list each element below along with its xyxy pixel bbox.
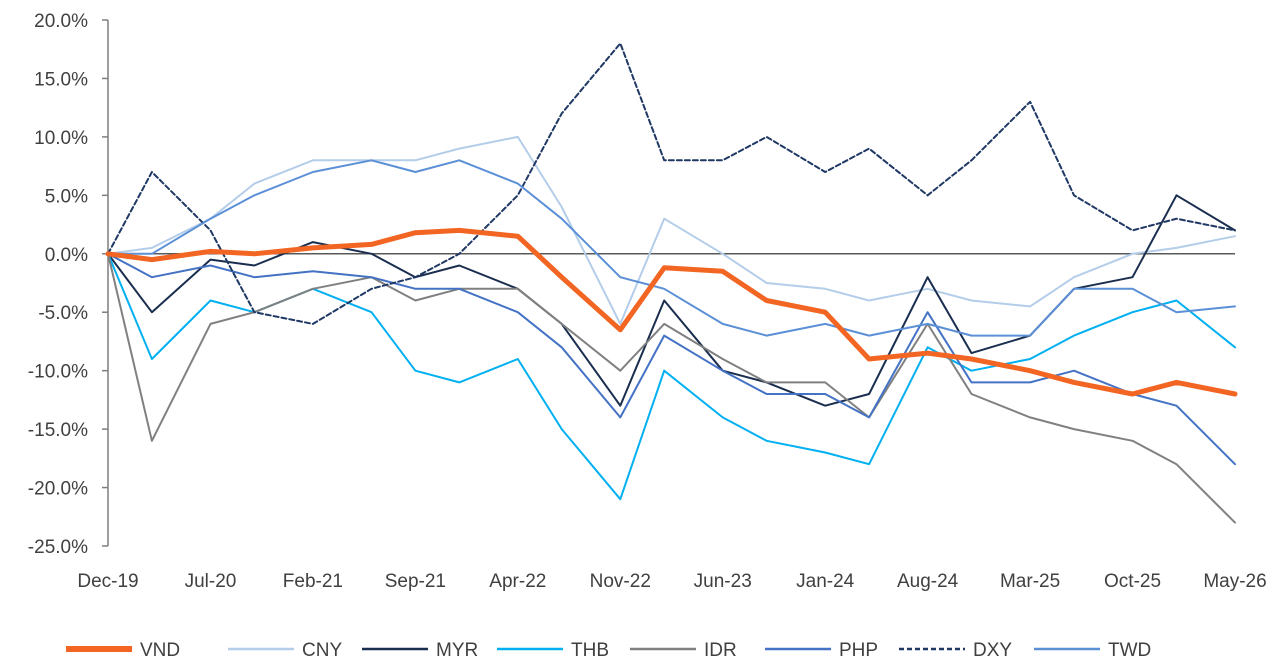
- series-line-php: [107, 252, 1236, 466]
- legend-item-twd: TWD: [1034, 640, 1151, 661]
- x-tick-label: Nov-22: [590, 571, 651, 592]
- x-tick-label: Dec-19: [77, 571, 138, 592]
- legend-item-myr: MYR: [362, 640, 478, 661]
- y-tick-label: -5.0%: [38, 303, 88, 324]
- series-line-idr: [107, 252, 1236, 524]
- y-tick-label: -25.0%: [28, 537, 88, 558]
- x-tick-label: Aug-24: [897, 571, 959, 592]
- x-tick-label: Mar-25: [1000, 571, 1060, 592]
- series-line-vnd: [105, 227, 1238, 397]
- legend-label: DXY: [973, 640, 1012, 661]
- legend-item-idr: IDR: [630, 640, 737, 661]
- series-line-dxy: [107, 42, 1236, 325]
- series-line-twd: [107, 159, 1236, 337]
- legend-item-thb: THB: [497, 640, 609, 661]
- y-tick-label: 0.0%: [45, 245, 88, 266]
- y-tick-label: -15.0%: [28, 420, 88, 441]
- legend-label: VND: [140, 640, 180, 661]
- legend-item-php: PHP: [765, 640, 878, 661]
- y-tick-label: 15.0%: [34, 69, 88, 90]
- series-line-cny: [107, 135, 1236, 325]
- y-tick-label: 20.0%: [34, 11, 88, 32]
- legend-label: THB: [571, 640, 609, 661]
- y-tick-label: -10.0%: [28, 362, 88, 383]
- legend-item-vnd: VND: [66, 640, 180, 661]
- series-line-thb: [107, 252, 1236, 501]
- legend-label: TWD: [1108, 640, 1151, 661]
- legend: VND CNY MYR THB IDR PHP DXY TWD: [66, 640, 1151, 661]
- x-tick-label: Jan-24: [796, 571, 855, 592]
- legend-item-cny: CNY: [228, 640, 342, 661]
- legend-label: MYR: [436, 640, 478, 661]
- x-tick-label: Jun-23: [694, 571, 752, 592]
- y-tick-label: 10.0%: [34, 128, 88, 149]
- y-tick-label: -20.0%: [28, 479, 88, 500]
- x-tick-label: May-26: [1203, 571, 1266, 592]
- series-line-myr: [107, 194, 1236, 407]
- x-tick-label: Apr-22: [489, 571, 546, 592]
- series-group: [105, 42, 1238, 524]
- x-axis: Dec-19 Jul-20 Feb-21 Sep-21 Apr-22 Nov-22 Jun-…: [77, 571, 1266, 592]
- x-tick-label: Jul-20: [185, 571, 237, 592]
- x-tick-label: Feb-21: [283, 571, 343, 592]
- y-axis: 20.0% 15.0% 10.0% 5.0% 0.0% -5.0% -10.0% -15.0%…: [28, 11, 109, 558]
- legend-label: PHP: [839, 640, 878, 661]
- legend-label: CNY: [302, 640, 342, 661]
- y-tick-label: 5.0%: [45, 186, 88, 207]
- legend-item-dxy: DXY: [899, 640, 1012, 661]
- x-tick-label: Sep-21: [385, 571, 446, 592]
- x-tick-label: Oct-25: [1104, 571, 1161, 592]
- legend-label: IDR: [704, 640, 737, 661]
